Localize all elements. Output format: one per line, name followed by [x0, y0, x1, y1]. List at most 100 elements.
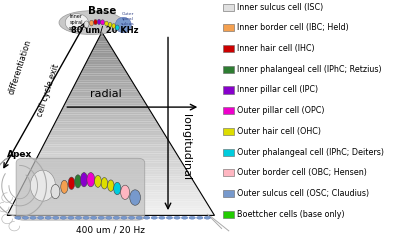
Polygon shape [69, 94, 141, 96]
Ellipse shape [75, 216, 82, 219]
Polygon shape [57, 117, 155, 119]
Bar [224, 169, 234, 176]
Polygon shape [45, 140, 170, 142]
Ellipse shape [121, 185, 130, 199]
Polygon shape [42, 147, 174, 149]
Polygon shape [44, 142, 171, 144]
Polygon shape [10, 208, 212, 211]
Polygon shape [24, 181, 195, 183]
FancyBboxPatch shape [16, 158, 145, 220]
Ellipse shape [112, 24, 116, 28]
Text: Inner hair cell (IHC): Inner hair cell (IHC) [237, 44, 315, 53]
Ellipse shape [101, 178, 108, 189]
Ellipse shape [174, 216, 180, 219]
Ellipse shape [121, 216, 127, 219]
Polygon shape [64, 103, 147, 105]
Text: Outer hair cell (OHC): Outer hair cell (OHC) [237, 127, 321, 136]
Polygon shape [71, 89, 138, 92]
Text: Inner
spiral
sulcus: Inner spiral sulcus [68, 14, 84, 31]
Ellipse shape [108, 22, 112, 27]
Ellipse shape [45, 216, 52, 219]
Text: Inner sulcus cell (ISC): Inner sulcus cell (ISC) [237, 3, 323, 12]
Ellipse shape [68, 216, 74, 219]
Polygon shape [92, 48, 113, 50]
Polygon shape [39, 151, 176, 154]
Ellipse shape [114, 182, 121, 195]
Polygon shape [20, 188, 199, 190]
Bar [224, 211, 234, 218]
Polygon shape [95, 44, 110, 46]
Ellipse shape [51, 184, 60, 199]
Polygon shape [66, 99, 144, 101]
Polygon shape [90, 53, 116, 55]
Polygon shape [48, 133, 165, 135]
Polygon shape [43, 144, 172, 147]
Polygon shape [38, 154, 178, 156]
Polygon shape [98, 37, 106, 39]
Ellipse shape [83, 216, 89, 219]
Polygon shape [18, 193, 202, 195]
Polygon shape [27, 174, 190, 176]
Bar [224, 4, 234, 11]
Polygon shape [76, 80, 133, 83]
Polygon shape [19, 190, 200, 193]
Ellipse shape [61, 180, 68, 193]
Polygon shape [17, 195, 203, 197]
Ellipse shape [90, 20, 94, 26]
Polygon shape [74, 85, 136, 87]
Bar [224, 190, 234, 197]
Ellipse shape [94, 175, 101, 187]
Polygon shape [16, 197, 205, 199]
Text: Inner border cell (IBC; Held): Inner border cell (IBC; Held) [237, 23, 349, 32]
Ellipse shape [59, 11, 123, 35]
Text: Outer pillar cell (OPC): Outer pillar cell (OPC) [237, 106, 324, 115]
Text: Base: Base [88, 6, 116, 16]
Ellipse shape [128, 216, 135, 219]
Polygon shape [25, 179, 193, 181]
Polygon shape [13, 202, 208, 204]
Ellipse shape [106, 216, 112, 219]
Ellipse shape [30, 216, 36, 219]
Ellipse shape [75, 175, 81, 188]
Polygon shape [80, 71, 127, 73]
Polygon shape [33, 163, 184, 165]
Polygon shape [78, 76, 130, 78]
Polygon shape [50, 131, 164, 133]
Polygon shape [89, 55, 117, 57]
Text: Inner phalangeal cell (IPhC; Retzius): Inner phalangeal cell (IPhC; Retzius) [237, 65, 382, 74]
Polygon shape [51, 128, 162, 131]
Ellipse shape [65, 14, 88, 32]
Ellipse shape [181, 216, 188, 219]
Polygon shape [22, 183, 196, 186]
Text: Boettcher cells (base only): Boettcher cells (base only) [237, 210, 345, 219]
Polygon shape [52, 126, 161, 128]
Ellipse shape [90, 216, 97, 219]
Polygon shape [88, 57, 119, 60]
Polygon shape [36, 158, 181, 160]
Polygon shape [65, 101, 146, 103]
Polygon shape [58, 115, 154, 117]
Ellipse shape [80, 173, 88, 187]
Ellipse shape [101, 20, 104, 25]
Polygon shape [7, 213, 214, 215]
Text: 80 um/ 20 KHz: 80 um/ 20 KHz [72, 25, 139, 34]
Ellipse shape [115, 17, 131, 33]
Polygon shape [56, 119, 157, 121]
Ellipse shape [204, 216, 210, 219]
Bar [224, 24, 234, 31]
Ellipse shape [130, 190, 140, 205]
Polygon shape [59, 112, 152, 115]
Bar [224, 107, 234, 114]
Ellipse shape [115, 25, 119, 30]
Ellipse shape [189, 216, 195, 219]
Polygon shape [60, 110, 151, 112]
Ellipse shape [87, 173, 95, 187]
Polygon shape [86, 60, 120, 62]
Polygon shape [30, 169, 188, 172]
Polygon shape [40, 149, 175, 151]
Ellipse shape [94, 20, 97, 25]
Ellipse shape [22, 216, 29, 219]
Bar [224, 86, 234, 94]
Ellipse shape [105, 21, 108, 26]
Polygon shape [77, 78, 132, 80]
